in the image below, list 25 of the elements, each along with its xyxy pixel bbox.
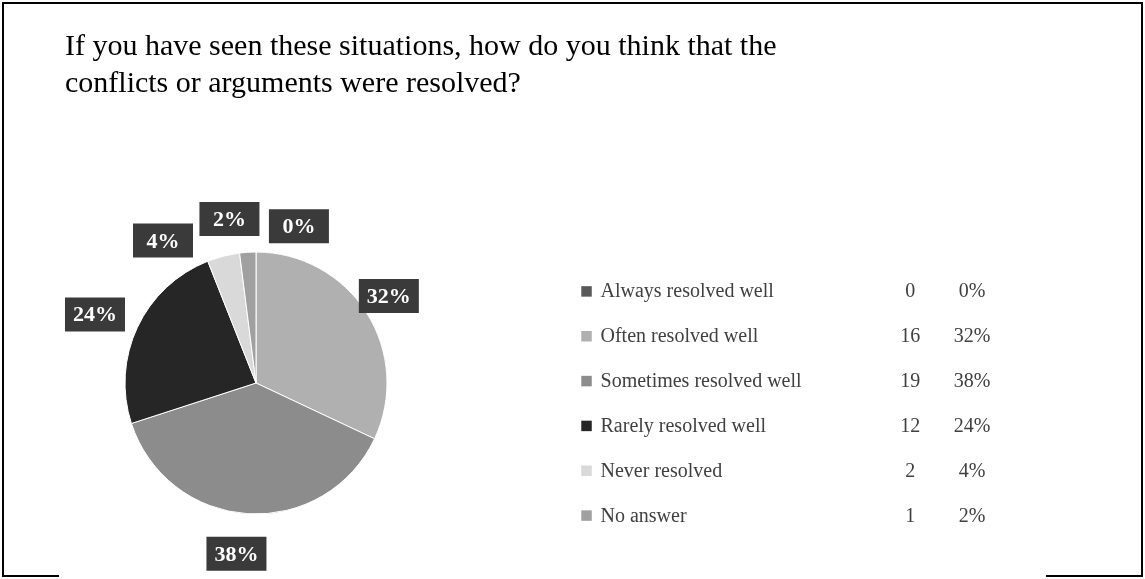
legend-label: Never resolved xyxy=(600,458,723,481)
text: 4% xyxy=(958,458,986,481)
legend-label: No answer xyxy=(600,503,687,526)
legend-label: Always resolved well xyxy=(600,279,775,303)
text: 32% xyxy=(953,324,991,347)
text: 0 xyxy=(905,279,916,302)
data-label: 38% xyxy=(214,540,259,566)
chart-title: If you have seen these situations, how do you think that the conflicts or arguments were resolved? xyxy=(64,28,777,98)
data-label: 32% xyxy=(366,282,411,308)
data-label: 4% xyxy=(146,227,180,253)
text: 16 xyxy=(900,324,921,347)
text: 2 xyxy=(905,458,916,481)
data-label: 2% xyxy=(212,205,246,231)
legend-label: Often resolved well xyxy=(600,324,759,347)
text: 0% xyxy=(958,279,986,302)
text: 24% xyxy=(953,413,991,436)
text: 2% xyxy=(958,503,986,526)
text: 0% xyxy=(282,213,316,239)
legend-label: Sometimes resolved well xyxy=(600,369,803,392)
text: 1 xyxy=(905,503,916,526)
text: 38% xyxy=(953,369,991,392)
text: 19 xyxy=(900,369,921,392)
text: 12 xyxy=(900,413,921,436)
data-label: 24% xyxy=(72,301,117,327)
legend-label: Rarely resolved well xyxy=(600,413,767,437)
